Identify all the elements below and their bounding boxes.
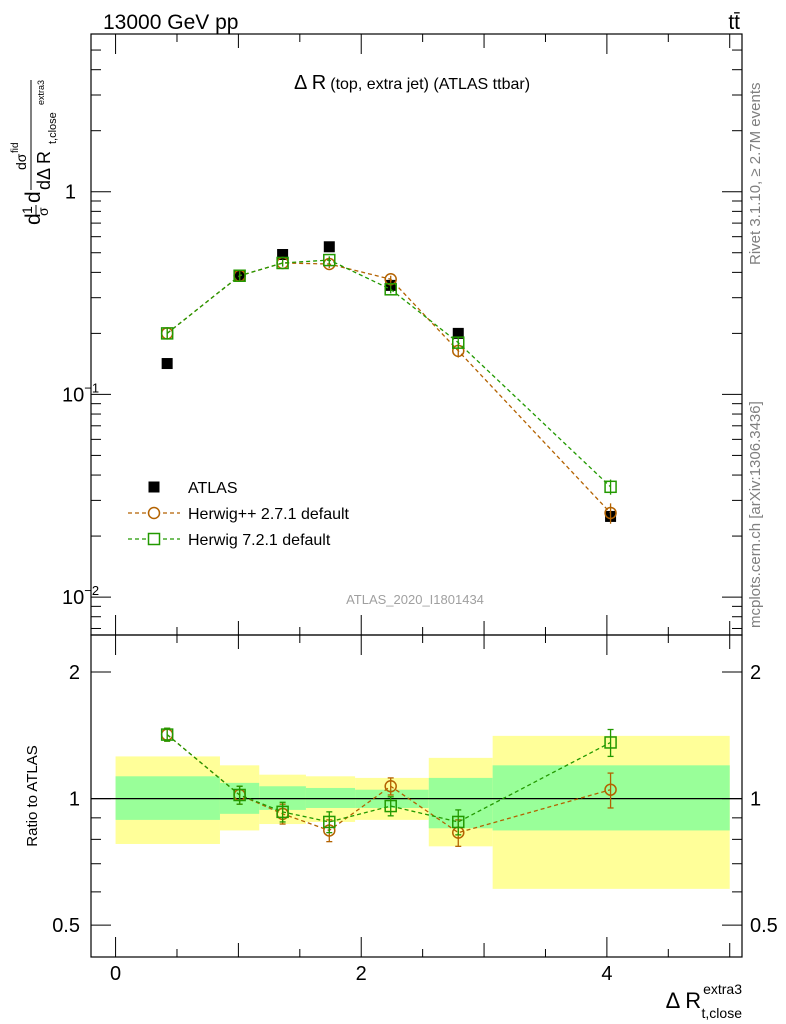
ratio-frame	[90, 634, 743, 958]
legend-marker	[147, 506, 161, 520]
data-point	[452, 336, 465, 349]
y-axis-label: d 1 σ d dσ fid dΔ R t,close extra3	[10, 80, 59, 225]
svg-text:d: d	[22, 191, 45, 203]
svg-text:t,close: t,close	[702, 1005, 743, 1021]
legend-label: Herwig 7.2.1 default	[188, 532, 331, 549]
data-point	[276, 256, 289, 270]
ratio-point	[604, 783, 617, 796]
ratio-point	[160, 728, 174, 741]
ratio-y-tick-label: 1	[69, 789, 80, 811]
legend-marker	[147, 532, 161, 546]
data-point	[277, 249, 289, 261]
ratio-point	[384, 799, 397, 813]
svg-text:σ: σ	[35, 207, 51, 216]
ratio-panel: 0.5 0.5 1 1 2 2 0 2 4 Ratio to ATLAS	[24, 634, 778, 985]
data-point	[161, 358, 173, 370]
ratio-point	[233, 788, 246, 802]
svg-text:extra3: extra3	[36, 80, 46, 105]
ratio-point	[276, 805, 289, 819]
ratio-y-tick-label: 1	[750, 789, 761, 811]
ratio-point	[452, 815, 465, 829]
svg-text:t,close: t,close	[47, 112, 59, 144]
main-panel: 10−2 1 10−1 Δ R (top, extra jet) (ATLAS ttb…	[10, 33, 743, 636]
energy-label: 13000 GeV pp	[103, 11, 238, 34]
data-point	[160, 327, 174, 340]
x-tick-label: 0	[110, 963, 121, 985]
series-line	[166, 262, 612, 514]
ratio-point	[323, 815, 336, 829]
legend-label: ATLAS	[188, 480, 238, 497]
ratio-series-1	[160, 727, 617, 836]
ratio-y-tick-label: 0.5	[750, 915, 778, 937]
process-label: tt̄	[728, 11, 740, 34]
data-point	[604, 506, 617, 520]
series-2	[160, 253, 617, 495]
svg-text:1: 1	[19, 206, 35, 214]
data-point	[604, 480, 617, 494]
plot-title: Δ R (top, extra jet) (ATLAS ttbar)	[294, 72, 530, 94]
legend: ATLAS Herwig++ 2.7.1 default Herwig 7.2.1 …	[128, 480, 350, 549]
svg-text:d: d	[22, 213, 45, 225]
ratio-y-tick-label: 2	[69, 662, 80, 684]
uncertainty-band-inner	[305, 787, 356, 808]
x-tick-label: 2	[356, 963, 367, 985]
y-tick-label: 10−2	[62, 583, 99, 609]
svg-text:dσ: dσ	[13, 153, 29, 170]
legend-marker	[148, 481, 160, 493]
analysis-label: ATLAS_2020_I1801434	[346, 592, 484, 607]
x-tick-label: 4	[601, 963, 612, 985]
data-point	[452, 327, 464, 339]
data-point	[323, 253, 336, 267]
rivet-label: Rivet 3.1.10, ≥ 2.7M events	[747, 83, 764, 266]
ratio-point	[604, 736, 617, 749]
legend-label: Herwig++ 2.7.1 default	[188, 506, 350, 523]
svg-text:dΔ R: dΔ R	[34, 151, 54, 190]
data-point	[233, 269, 246, 282]
data-point	[384, 272, 397, 286]
mcplots-label: mcplots.cern.ch [arXiv:1306.3436]	[747, 401, 764, 628]
ratio-y-tick-label: 0.5	[52, 915, 80, 937]
y-tick-label: 10−1	[62, 380, 99, 406]
svg-text:fid: fid	[10, 142, 21, 153]
ratio-y-tick-label: 2	[750, 662, 761, 684]
y-tick-label: 1	[65, 182, 76, 204]
ratio-point	[384, 780, 397, 793]
data-point	[323, 241, 335, 253]
data-point	[384, 283, 397, 296]
ratio-y-label: Ratio to ATLAS	[24, 745, 41, 846]
